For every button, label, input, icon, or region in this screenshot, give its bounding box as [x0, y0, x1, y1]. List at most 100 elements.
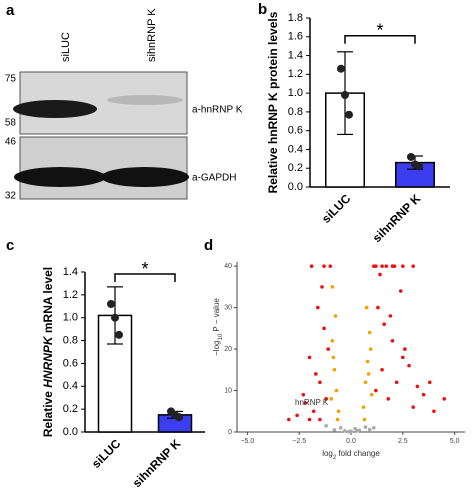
data-point: [301, 392, 306, 397]
data-point: [347, 429, 351, 434]
panel-label: a: [6, 2, 15, 19]
data-point: [329, 397, 334, 401]
y-tick-label: 10: [224, 387, 232, 394]
x-tick-label: siLUC: [319, 191, 354, 226]
data-point: [380, 264, 384, 268]
label-part: Relative: [41, 388, 55, 437]
data-point: [330, 285, 335, 289]
band-label: a-GAPDH: [192, 173, 236, 184]
data-point: [369, 392, 374, 397]
data-point: [364, 305, 369, 310]
data-point: [328, 264, 333, 268]
data-point: [421, 392, 426, 397]
y-tick-label: 0.4: [63, 380, 78, 392]
data-point: [111, 313, 119, 322]
data-point: [390, 264, 395, 268]
blot-band: [107, 95, 183, 105]
data-point: [287, 417, 291, 422]
data-point: [341, 90, 349, 99]
data-point: [403, 347, 407, 351]
data-point: [303, 401, 308, 405]
marker-label: 32: [5, 191, 17, 202]
data-point: [336, 409, 341, 414]
data-point: [415, 162, 423, 171]
axis-label: Relative hnRNP K protein levels: [266, 11, 280, 193]
data-point: [330, 338, 335, 343]
data-point: [363, 425, 368, 429]
data-point: [376, 305, 380, 310]
y-tick-label: 0.2: [288, 162, 303, 174]
data-point: [107, 300, 115, 308]
data-point: [332, 368, 337, 372]
data-point: [380, 368, 384, 372]
data-point: [311, 409, 316, 414]
label-part: log: [322, 449, 333, 458]
data-point: [363, 380, 368, 385]
data-point: [401, 355, 405, 360]
data-point: [318, 417, 322, 422]
label-part: fold change: [336, 449, 380, 458]
data-point: [307, 355, 312, 360]
panel-label: b: [258, 1, 267, 18]
label-part: mRNA level: [41, 267, 55, 337]
y-tick-label: 0.6: [63, 357, 78, 369]
data-point: [388, 314, 393, 318]
y-tick-label: 1.6: [288, 31, 303, 43]
data-point: [382, 322, 386, 326]
data-point: [335, 417, 340, 422]
data-point: [378, 272, 382, 277]
y-tick-label: 1.0: [63, 312, 78, 324]
y-tick-label: 0.2: [63, 403, 78, 415]
y-tick-label: 40: [224, 263, 232, 270]
data-point: [334, 388, 339, 393]
data-point: [362, 417, 367, 422]
data-point: [367, 330, 372, 335]
y-tick-label: 1.0: [288, 87, 303, 99]
blot-band: [13, 100, 97, 118]
data-point: [374, 264, 378, 268]
data-point: [337, 64, 345, 73]
x-tick-label: sihnRNP K: [130, 436, 184, 490]
data-point: [355, 428, 360, 433]
data-point: [307, 417, 312, 422]
data-point: [324, 397, 328, 401]
data-point: [401, 264, 405, 268]
data-point: [338, 426, 343, 430]
data-point: [411, 405, 415, 409]
label-part: Relative hnRNP K protein levels: [266, 11, 280, 193]
x-tick-label: −5.0: [240, 438, 254, 445]
data-point: [318, 380, 322, 385]
data-point: [374, 388, 378, 393]
data-point: [427, 380, 432, 385]
data-point: [326, 347, 331, 351]
significance-label: *: [376, 21, 383, 41]
data-point: [322, 326, 326, 331]
lane-label: siLUC: [60, 32, 72, 62]
label-part: −log: [212, 340, 221, 355]
data-point: [322, 264, 326, 268]
x-tick-label: siLUC: [89, 436, 124, 471]
data-point: [398, 289, 403, 293]
x-tick-label: 0.0: [346, 438, 356, 445]
y-tick-label: 0.8: [288, 106, 303, 118]
label-part: HNRNPK: [41, 335, 55, 388]
y-tick-label: 30: [224, 304, 232, 311]
y-tick-label: 1.4: [63, 266, 78, 278]
marker-label: 75: [5, 74, 17, 85]
label-part: 10: [218, 333, 224, 340]
significance-bracket: [114, 273, 176, 282]
data-point: [331, 355, 336, 360]
data-point: [366, 372, 371, 376]
y-tick-label: 20: [224, 346, 232, 353]
data-point: [345, 110, 353, 119]
marker-label: 46: [5, 137, 17, 148]
panel-label: c: [6, 237, 14, 254]
label-part: 2: [333, 455, 337, 461]
data-point: [415, 384, 420, 389]
x-tick-label: −2.5: [292, 438, 306, 445]
y-tick-label: 0.4: [288, 143, 303, 155]
y-tick-label: 0.0: [288, 181, 303, 193]
data-point: [365, 359, 370, 364]
y-tick-label: 1.2: [288, 68, 303, 80]
